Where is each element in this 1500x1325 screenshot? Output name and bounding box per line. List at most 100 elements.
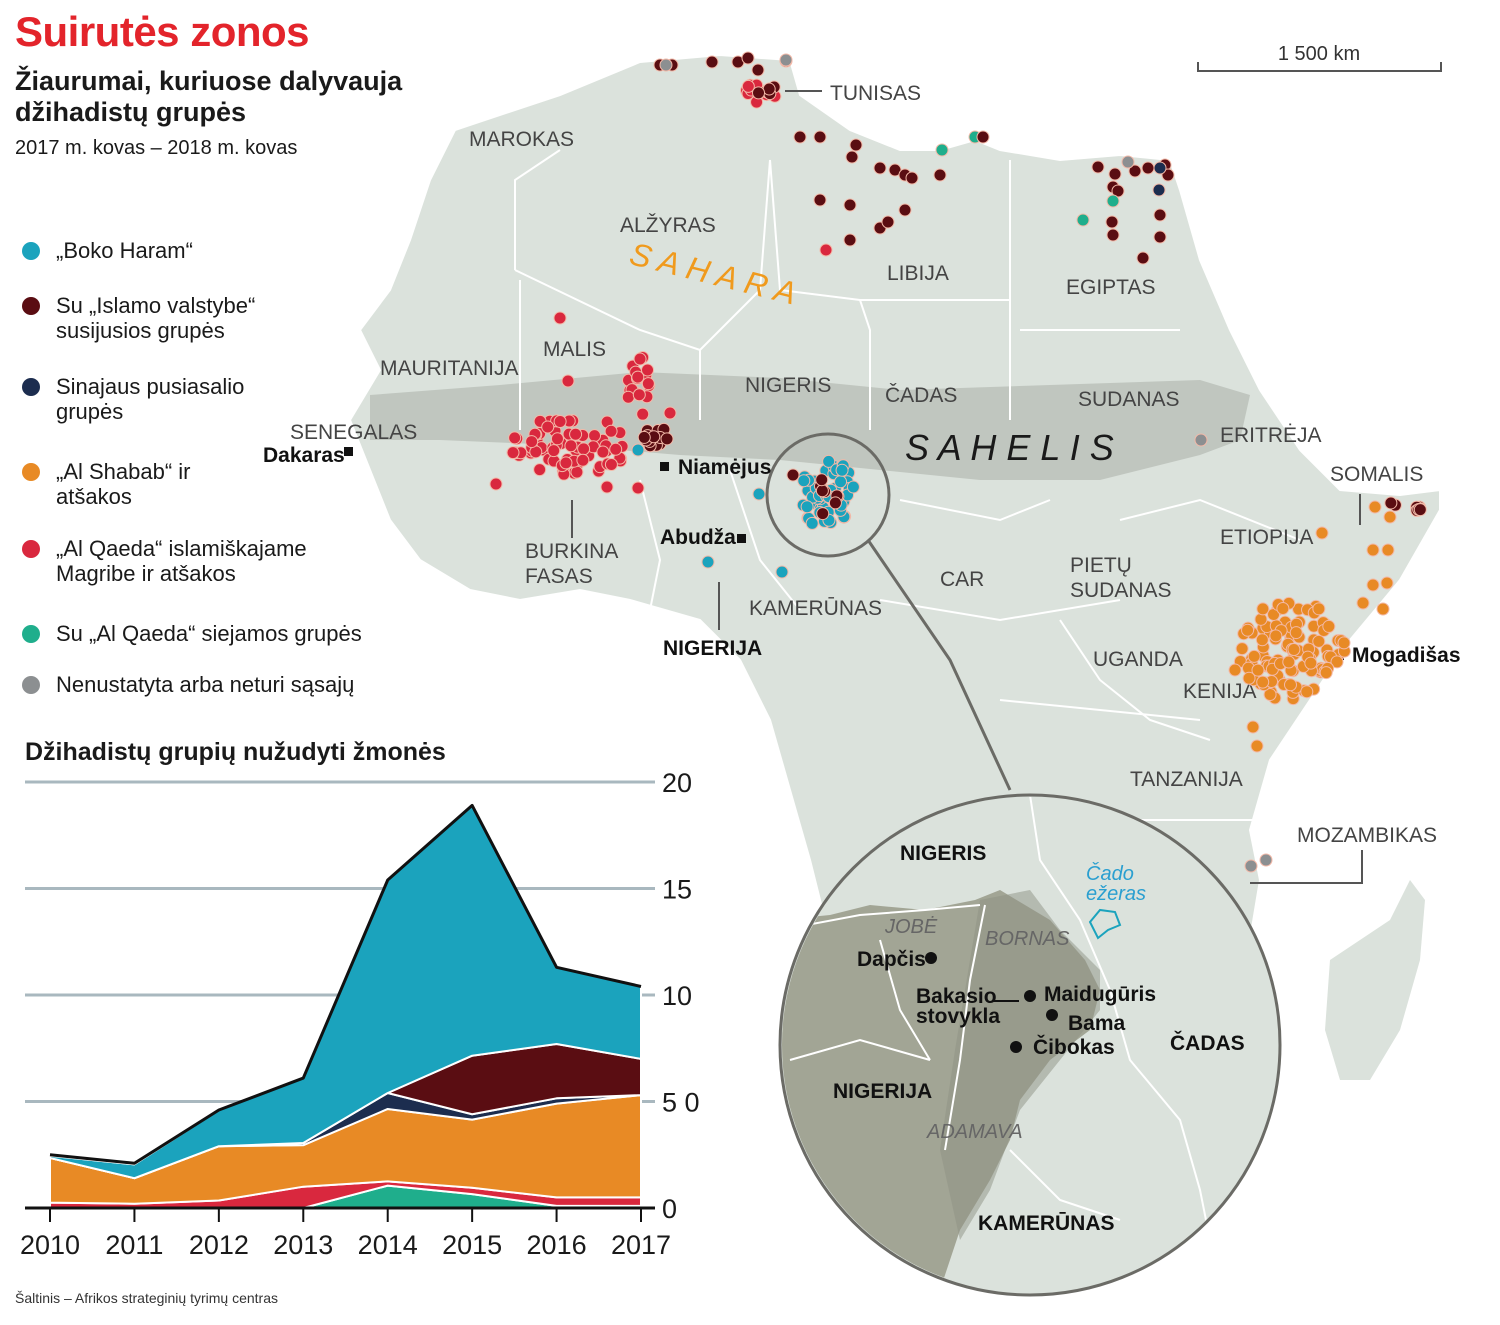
- incident-dot: [835, 463, 849, 477]
- incident-dot: [786, 468, 800, 482]
- incident-dot: [846, 480, 860, 494]
- inset-label-cado-2: ežeras: [1086, 883, 1146, 905]
- label-mozambikas: MOZAMBIKAS: [1297, 824, 1437, 847]
- inset-marker-cibokas: [1010, 1041, 1022, 1053]
- incident-dot: [1312, 634, 1326, 648]
- incident-dot: [1256, 602, 1270, 616]
- incident-dot: [819, 243, 833, 257]
- incident-dot: [1282, 655, 1296, 669]
- incident-dot: [609, 442, 623, 456]
- incident-dot: [633, 352, 647, 366]
- incident-dot: [705, 55, 719, 69]
- label-pietu-1: PIETŲ: [1070, 554, 1132, 577]
- legend-item-unknown: Nenustatyta arba neturi sąsajų: [22, 672, 354, 697]
- label-cadas: ČADAS: [885, 384, 957, 407]
- label-mauritanija: MAURITANIJA: [380, 357, 518, 380]
- legend-dot-icon: [22, 242, 40, 260]
- incident-dot: [828, 496, 842, 510]
- incident-dot: [813, 130, 827, 144]
- legend-item-sinai: Sinajaus pusiasalio grupės: [22, 374, 272, 424]
- incident-dot: [550, 432, 564, 446]
- legend-label: Sinajaus pusiasalio grupės: [56, 374, 245, 424]
- incident-dot: [1108, 167, 1122, 181]
- incident-dot: [1241, 623, 1255, 637]
- inset-label-cibokas: Čibokas: [1033, 1035, 1115, 1059]
- label-egiptas: EGIPTAS: [1066, 276, 1155, 299]
- incident-dot: [935, 143, 949, 157]
- incident-dot: [1283, 678, 1297, 692]
- legend-dot-icon: [22, 463, 40, 481]
- inset-label-maiduguris: Maidugūris: [1044, 983, 1156, 1006]
- label-senegalas: SENEGALAS: [290, 421, 417, 444]
- leader-lines: [571, 90, 1363, 884]
- y-tick-label: 10 000: [662, 981, 700, 1011]
- incident-dot: [1256, 675, 1270, 689]
- incident-dot: [898, 203, 912, 217]
- label-libija: LIBIJA: [887, 262, 949, 285]
- incident-dot: [1091, 160, 1105, 174]
- incident-dot: [636, 407, 650, 421]
- incident-dot: [1247, 649, 1261, 663]
- date-range: 2017 m. kovas – 2018 m. kovas: [15, 137, 298, 159]
- incident-dot: [1255, 633, 1269, 647]
- incident-dot: [1289, 626, 1303, 640]
- incident-dot: [1381, 543, 1395, 557]
- legend-item-boko-haram: „Boko Haram“: [22, 238, 193, 263]
- incident-dot: [1136, 251, 1150, 265]
- incident-dot: [533, 463, 547, 477]
- incident-dot: [631, 370, 645, 384]
- incident-dot: [843, 233, 857, 247]
- incident-dot: [933, 168, 947, 182]
- inset-label-nigeris: NIGERIS: [900, 842, 986, 865]
- incident-dot: [1105, 215, 1119, 229]
- incident-dot: [659, 58, 673, 72]
- madagascar: [1325, 880, 1425, 1080]
- incident-dot: [506, 446, 520, 460]
- incident-dot: [849, 138, 863, 152]
- incident-dot: [1287, 643, 1301, 657]
- incident-dot: [1330, 655, 1344, 669]
- incident-dot: [1368, 500, 1382, 514]
- incident-dot: [588, 429, 602, 443]
- label-burkina-1: BURKINA: [525, 540, 618, 563]
- incident-dot: [1263, 687, 1277, 701]
- incident-dot: [525, 435, 539, 449]
- incident-dot: [845, 150, 859, 164]
- legend-label: „Al Qaeda“ islamiškajame Magribe ir atša…: [56, 536, 307, 586]
- incident-dot: [604, 424, 618, 438]
- incident-dot: [816, 507, 830, 521]
- page-subtitle: Žiaurumai, kuriuose dalyvauja džihadistų…: [15, 66, 403, 127]
- incident-dot: [621, 390, 635, 404]
- incident-dot: [1304, 656, 1318, 670]
- inset-marker-dapcis: [925, 952, 937, 964]
- incident-dot: [1259, 853, 1273, 867]
- inset-label-cado-1: Čado: [1086, 862, 1134, 885]
- scale-bar: [1197, 62, 1442, 72]
- incident-dot: [1244, 859, 1258, 873]
- incident-dot: [1194, 433, 1208, 447]
- incident-dot: [660, 432, 674, 446]
- inset-label-dapcis: Dapčis: [857, 948, 926, 971]
- incident-dot: [1128, 164, 1142, 178]
- label-somalis: SOMALIS: [1330, 463, 1423, 486]
- incident-dot: [752, 487, 766, 501]
- incident-dot: [559, 456, 573, 470]
- incident-dot: [561, 374, 575, 388]
- inset-label-jobe: JOBĖ: [884, 916, 938, 938]
- city-niamejus: Niamėjus: [678, 456, 771, 479]
- incident-dot: [881, 215, 895, 229]
- incident-dot: [541, 420, 555, 434]
- inset-map: [778, 793, 1282, 1297]
- incident-dot: [1251, 663, 1265, 677]
- nigeria-focus-circle: [765, 432, 891, 558]
- incident-dot: [1366, 578, 1380, 592]
- incident-dot: [631, 481, 645, 495]
- label-uganda: UGANDA: [1093, 648, 1183, 671]
- incident-dot: [1106, 194, 1120, 208]
- city-marker-dakaras: [344, 447, 353, 456]
- incident-dot: [1383, 510, 1397, 524]
- incident-dot: [793, 130, 807, 144]
- incident-dot: [1312, 602, 1326, 616]
- label-alzyras: ALŽYRAS: [620, 214, 716, 237]
- source-note: Šaltinis – Afrikos strateginių tyrimų ce…: [15, 1290, 278, 1306]
